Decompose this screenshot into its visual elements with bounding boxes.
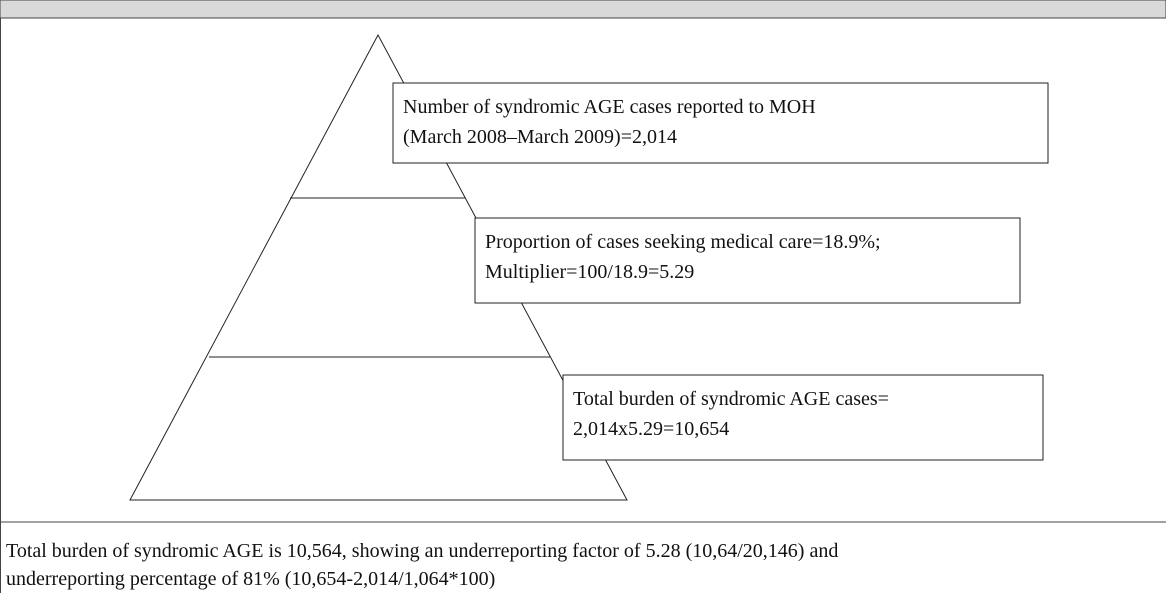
frame [0, 17, 1166, 593]
box-text: Proportion of cases seeking medical care… [485, 231, 881, 253]
text-box [562, 374, 1044, 461]
text-box [392, 82, 1049, 164]
header-bar [0, 0, 1166, 19]
footer-text: Total burden of syndromic AGE is 10,564,… [6, 540, 838, 562]
box-text: 2,014x5.29=10,654 [573, 418, 729, 440]
box-text: (March 2008–March 2009)=2,014 [403, 126, 677, 148]
box-text: Multiplier=100/18.9=5.29 [485, 261, 694, 283]
text-box [474, 217, 1021, 304]
footer-text: underreporting percentage of 81% (10,654… [6, 568, 495, 590]
box-text: Number of syndromic AGE cases reported t… [403, 96, 816, 118]
box-text: Total burden of syndromic AGE cases= [573, 388, 889, 410]
